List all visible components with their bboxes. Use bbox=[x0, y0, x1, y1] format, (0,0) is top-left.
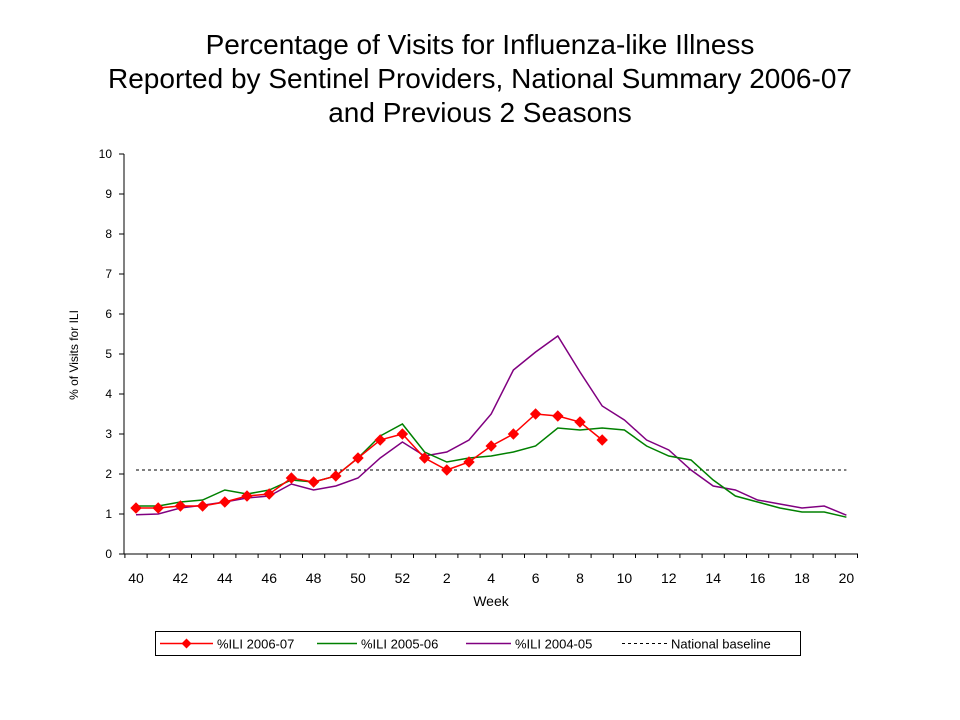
chart-title-line-2: Reported by Sentinel Providers, National… bbox=[108, 63, 852, 94]
data-point-2006-07 bbox=[418, 452, 431, 464]
series-line-ili-2006-07 bbox=[136, 413, 603, 509]
x-tick-label: 10 bbox=[617, 570, 633, 586]
chart-title-line-3: and Previous 2 Seasons bbox=[328, 97, 632, 128]
x-tick-label: 48 bbox=[306, 570, 322, 586]
legend-label: %ILI 2004-05 bbox=[515, 637, 592, 652]
y-tick-label: 0 bbox=[105, 547, 112, 561]
x-tick-label: 12 bbox=[661, 570, 677, 586]
data-point-2006-07 bbox=[219, 496, 231, 508]
legend-label: %ILI 2006-07 bbox=[217, 637, 294, 652]
y-tick-label: 1 bbox=[105, 507, 112, 521]
x-tick-label: 52 bbox=[395, 570, 411, 586]
chart-title: Percentage of Visits for Influenza-like … bbox=[0, 28, 960, 130]
y-tick-label: 3 bbox=[105, 427, 112, 441]
data-point-2006-07 bbox=[507, 428, 520, 440]
y-tick-label: 5 bbox=[105, 347, 112, 361]
y-axis-label: % of Visits for ILI bbox=[67, 310, 81, 400]
data-point-2006-07 bbox=[174, 500, 187, 512]
x-tick-label: 16 bbox=[750, 570, 766, 586]
data-point-2006-07 bbox=[374, 434, 386, 446]
data-point-2006-07 bbox=[241, 490, 253, 502]
data-point-2006-07 bbox=[529, 408, 542, 420]
data-point-2006-07 bbox=[263, 488, 275, 500]
x-tick-label: 44 bbox=[217, 570, 233, 586]
chart-title-line-1: Percentage of Visits for Influenza-like … bbox=[205, 29, 755, 60]
x-tick-label: 4 bbox=[487, 570, 495, 586]
x-tick-label: 46 bbox=[261, 570, 277, 586]
data-point-2006-07 bbox=[196, 500, 209, 512]
y-tick-label: 2 bbox=[105, 467, 112, 481]
data-point-2006-07 bbox=[552, 410, 564, 422]
y-tick-label: 4 bbox=[105, 387, 112, 401]
series-line-ili-2005-06 bbox=[136, 423, 847, 518]
data-point-2006-07 bbox=[330, 470, 342, 482]
data-point-2006-07 bbox=[596, 434, 608, 446]
data-point-2006-07 bbox=[352, 452, 364, 464]
data-point-2006-07 bbox=[307, 476, 320, 488]
x-tick-label: 14 bbox=[705, 570, 721, 586]
x-tick-label: 42 bbox=[173, 570, 189, 586]
y-tick-label: 6 bbox=[105, 307, 112, 321]
data-point-2006-07 bbox=[130, 502, 142, 514]
x-tick-label: 18 bbox=[794, 570, 810, 586]
series-line-ili-2004-05 bbox=[135, 334, 847, 516]
data-point-2006-07 bbox=[463, 456, 475, 468]
legend-marker bbox=[181, 638, 192, 649]
data-point-2006-07 bbox=[441, 464, 453, 476]
legend-label: National baseline bbox=[671, 637, 771, 652]
data-point-2006-07 bbox=[285, 472, 298, 484]
y-tick-label: 7 bbox=[105, 267, 112, 281]
data-point-2006-07 bbox=[152, 502, 164, 514]
data-point-2006-07 bbox=[485, 440, 497, 452]
y-tick-label: 10 bbox=[99, 147, 113, 161]
legend-label: %ILI 2005-06 bbox=[361, 637, 438, 652]
data-point-2006-07 bbox=[574, 416, 586, 428]
x-tick-label: 6 bbox=[532, 570, 540, 586]
y-tick-label: 8 bbox=[105, 227, 112, 241]
x-tick-label: 2 bbox=[443, 570, 451, 586]
legend: %ILI 2006-07 %ILI 2005-06 %ILI 2004-05 Nati… bbox=[155, 631, 801, 656]
x-tick-label: 40 bbox=[128, 570, 144, 586]
series-layer bbox=[130, 334, 847, 518]
x-tick-label: 8 bbox=[576, 570, 584, 586]
x-tick-label: 50 bbox=[350, 570, 366, 586]
x-axis-label: Week bbox=[473, 593, 510, 609]
y-tick-label: 9 bbox=[105, 187, 112, 201]
x-tick-label: 20 bbox=[839, 570, 855, 586]
data-point-2006-07 bbox=[396, 428, 409, 440]
